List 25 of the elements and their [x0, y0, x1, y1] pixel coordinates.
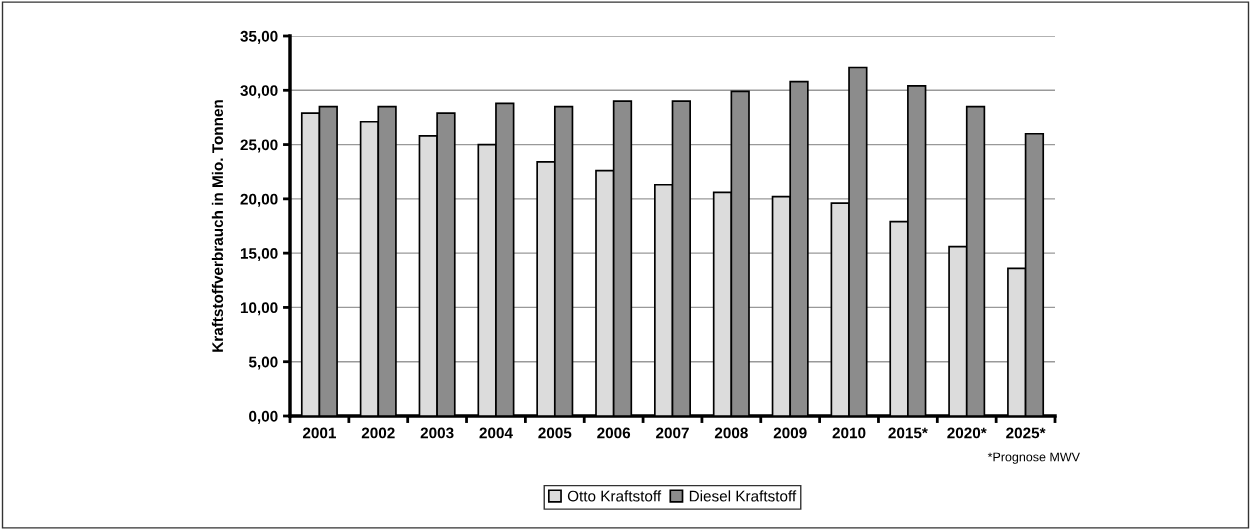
- x-tick-label: 2005: [538, 427, 572, 439]
- x-tick-label: 2001: [302, 427, 336, 439]
- text: *Prognose MWV: [987, 452, 1080, 464]
- x-tick-label: 2002: [361, 427, 395, 439]
- y-tick-label: 15,00: [240, 248, 278, 262]
- x-tick-label: 2015*: [888, 427, 928, 439]
- x-tick-label: 2003: [420, 427, 454, 439]
- x-tick-label: 2025*: [1006, 427, 1046, 439]
- y-axis-title: Kraftstoffverbrauch in Mio. Tonnen: [211, 100, 224, 352]
- y-tick-label: 20,00: [240, 193, 278, 207]
- y-tick-label: 0,00: [249, 410, 278, 424]
- y-tick-label: 35,00: [240, 30, 278, 44]
- x-tick-label: 2020*: [947, 427, 987, 439]
- y-tick-label: 25,00: [240, 139, 278, 153]
- x-tick-label: 2006: [597, 427, 631, 439]
- x-tick-label: 2009: [773, 427, 807, 439]
- legend-label: Diesel Kraftstoff: [689, 490, 797, 502]
- x-tick-label: 2007: [656, 427, 689, 439]
- y-tick-label: 10,00: [240, 302, 278, 316]
- x-tick-label: 2008: [714, 427, 748, 439]
- x-tick-label: 2004: [479, 427, 513, 439]
- legend-label: Otto Kraftstoff: [567, 490, 662, 502]
- x-tick-label: 2010: [832, 427, 866, 439]
- y-tick-label: 5,00: [248, 356, 278, 370]
- y-tick-label: 30,00: [240, 85, 278, 99]
